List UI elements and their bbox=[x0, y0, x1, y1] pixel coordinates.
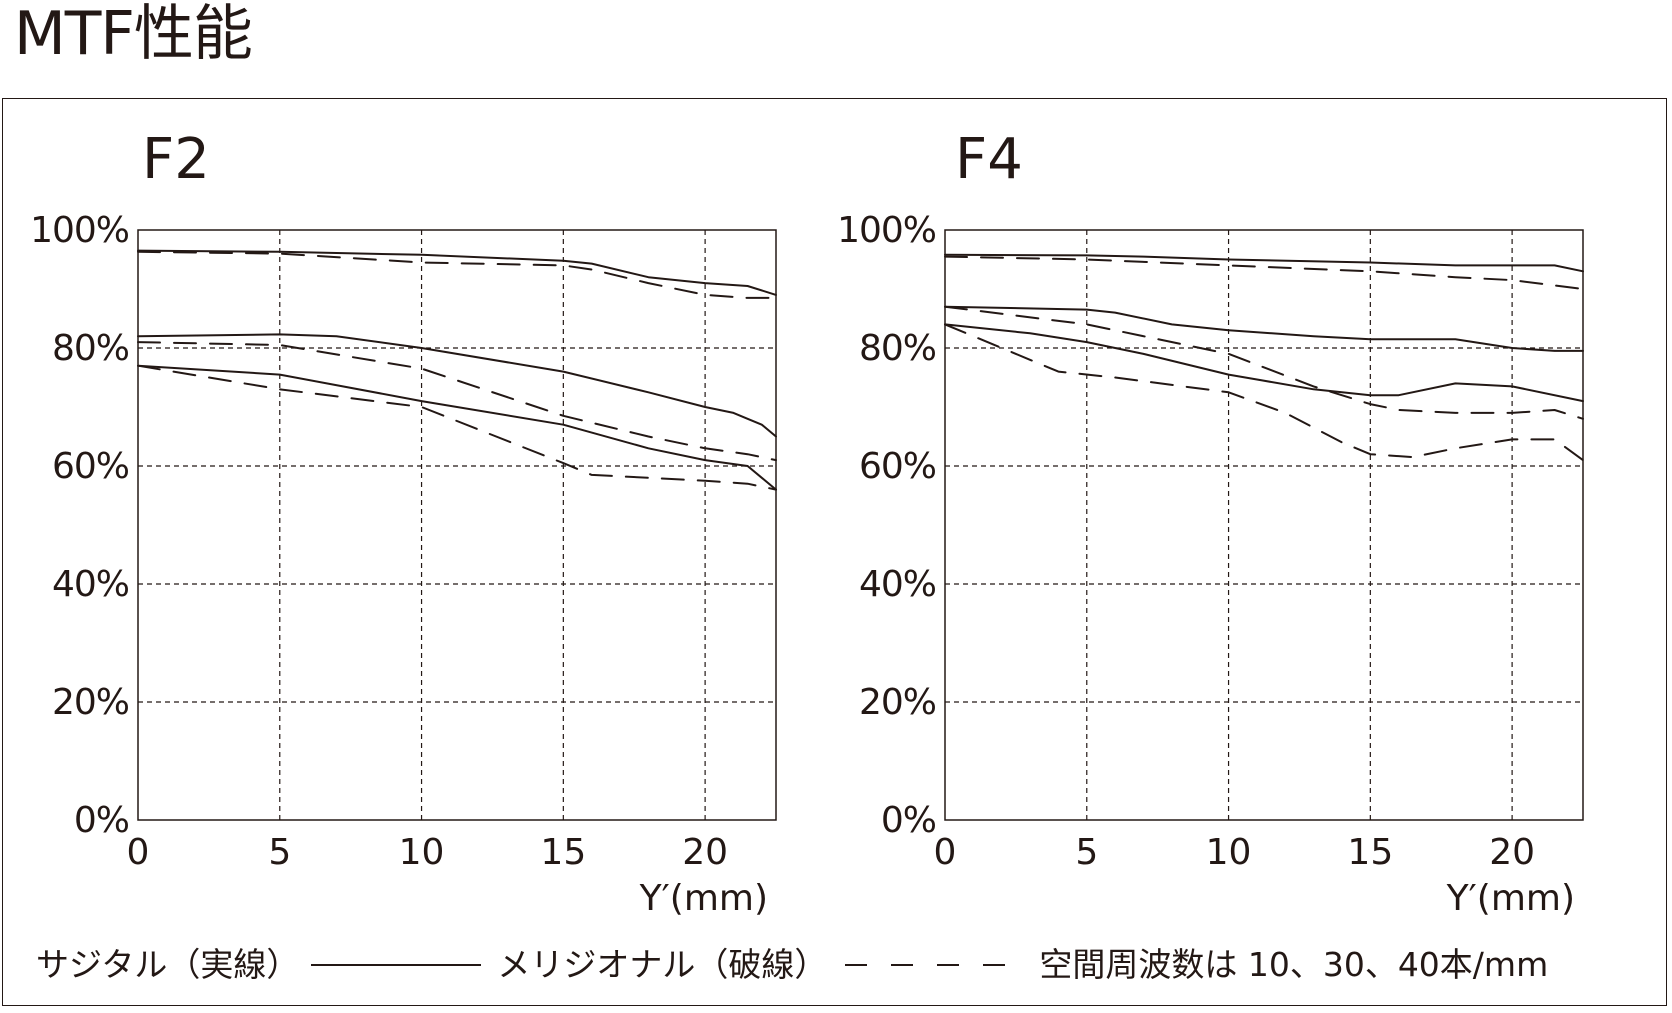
legend-frequency-label: 空間周波数は 10、30、40本/mm bbox=[1039, 945, 1549, 984]
chart-f4-xtick-label: 0 bbox=[934, 832, 957, 873]
chart-f4-ytick-label: 40% bbox=[859, 564, 936, 605]
chart-f2-xtick-label: 5 bbox=[268, 832, 291, 873]
chart-f2-series-1-solid-line bbox=[137, 249, 777, 296]
chart-f2-xtick-label: 15 bbox=[540, 832, 586, 873]
chart-f2-xtick-label: 10 bbox=[399, 832, 445, 873]
legend-solid-line bbox=[311, 963, 482, 966]
chart-f4-xaxis-label: Y′(mm) bbox=[1446, 878, 1575, 919]
chart-f4-ytick-label: 80% bbox=[859, 328, 936, 369]
chart-f4-ytick-label: 100% bbox=[837, 210, 936, 251]
chart-f4-series-5-solid-line bbox=[944, 323, 1584, 403]
chart-f2-series-2-dashed-line bbox=[137, 250, 777, 299]
chart-f2-series-4-dashed-line bbox=[137, 341, 777, 462]
chart-f4-xtick-label: 5 bbox=[1075, 832, 1098, 873]
chart-f4-ytick-label: 0% bbox=[881, 800, 936, 841]
chart-f2-ytick-label: 60% bbox=[52, 446, 129, 487]
chart-f2-xtick-label: 0 bbox=[127, 832, 150, 873]
chart-f2-ytick-label: 20% bbox=[52, 682, 129, 723]
chart-f4-xtick-label: 20 bbox=[1489, 832, 1535, 873]
legend: サジタル（実線） メリジオナル（破線） 空間周波数は 10、30、40本/mm bbox=[36, 948, 1548, 981]
chart-f2-series-5-solid-line bbox=[137, 364, 777, 491]
chart-f4-series-4-dashed-line bbox=[944, 305, 1584, 420]
chart-f2-series-6-dashed-line bbox=[137, 364, 777, 491]
page-title: MTF性能 bbox=[14, 0, 253, 69]
chart-f2-series-3-solid-line bbox=[137, 333, 777, 438]
chart-f4-series-6-dashed-line bbox=[944, 323, 1584, 462]
chart-f4-series-3-solid-line bbox=[944, 305, 1584, 352]
chart-f2-ytick-label: 40% bbox=[52, 564, 129, 605]
legend-dashed-line bbox=[845, 963, 1020, 966]
chart-f4-series-2-dashed-line bbox=[944, 255, 1584, 290]
chart-f4-ytick-label: 60% bbox=[859, 446, 936, 487]
legend-meridional-label: メリジオナル（破線） bbox=[497, 945, 828, 984]
chart-f4-ytick-label: 20% bbox=[859, 682, 936, 723]
chart-f4-xtick-label: 15 bbox=[1347, 832, 1393, 873]
chart-frame bbox=[2, 98, 1667, 1006]
chart-f2-xaxis-label: Y′(mm) bbox=[639, 878, 768, 919]
chart-f2-ytick-label: 0% bbox=[74, 800, 129, 841]
chart-f2-ytick-label: 80% bbox=[52, 328, 129, 369]
legend-sagittal-label: サジタル（実線） bbox=[36, 945, 300, 984]
chart-f4-title: F4 bbox=[955, 127, 1023, 192]
chart-f2-ytick-label: 100% bbox=[30, 210, 129, 251]
chart-f4-series-1-solid-line bbox=[944, 253, 1584, 273]
chart-f2-title: F2 bbox=[142, 127, 210, 192]
chart-f2-plot-area bbox=[137, 229, 777, 821]
chart-f4-plot-area bbox=[944, 229, 1584, 821]
chart-f2-xtick-label: 20 bbox=[682, 832, 728, 873]
chart-f4-xtick-label: 10 bbox=[1206, 832, 1252, 873]
